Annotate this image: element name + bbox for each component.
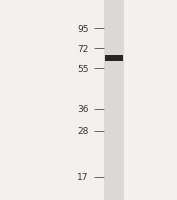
Text: 95: 95 [78, 25, 89, 33]
Bar [105, 56, 124, 62]
Text: 17: 17 [78, 173, 89, 181]
Bar [104, 0, 124, 200]
Text: 55: 55 [78, 65, 89, 73]
Text: 36: 36 [78, 105, 89, 113]
Text: 28: 28 [78, 127, 89, 135]
Text: 72: 72 [78, 45, 89, 53]
